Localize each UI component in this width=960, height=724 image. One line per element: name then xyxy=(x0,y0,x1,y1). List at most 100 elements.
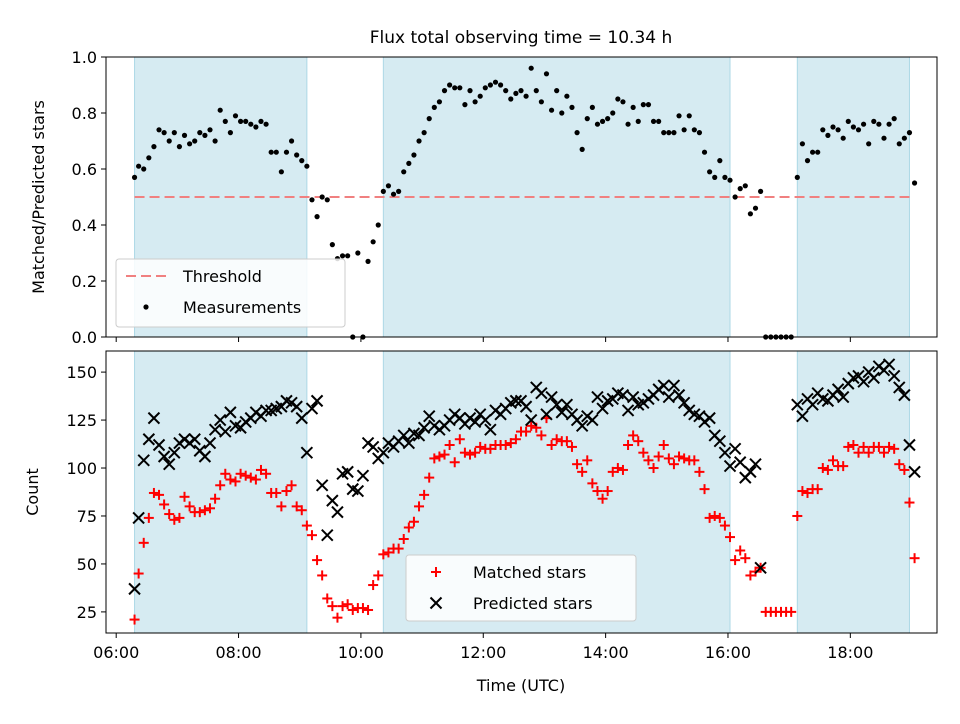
count-x-ticks: 06:00 08:00 10:00 12:00 14:00 16:00 18:00 xyxy=(93,633,873,662)
measurement-point xyxy=(564,93,570,99)
matched-star-point xyxy=(347,604,358,615)
predicted-star-point xyxy=(203,436,217,450)
matched-star-point xyxy=(470,447,481,458)
measurement-point xyxy=(385,183,392,189)
cross-stroke xyxy=(213,413,227,427)
measurement-point xyxy=(840,135,846,141)
matched-star-point xyxy=(240,470,251,481)
matched-star-point xyxy=(878,447,889,458)
measurement-point xyxy=(681,127,687,133)
matched-star-point xyxy=(526,420,537,431)
legend-matched-swatch xyxy=(431,567,441,577)
measurement-point xyxy=(161,130,167,136)
matched-star-point xyxy=(894,459,905,470)
measurement-point xyxy=(696,130,703,136)
matched-star-point xyxy=(617,464,628,475)
matched-star-point xyxy=(643,455,654,466)
predicted-star-point xyxy=(898,388,911,402)
measurement-point xyxy=(574,130,580,136)
measurement-point xyxy=(610,110,616,116)
matched-star-point xyxy=(179,491,190,502)
predicted-star-point xyxy=(326,494,339,507)
matched-star-point xyxy=(786,606,797,617)
measurement-point xyxy=(441,88,448,94)
predicted-star-point xyxy=(550,398,563,411)
measurement-point xyxy=(523,93,529,99)
measurement-point xyxy=(589,104,595,110)
predicted-star-point xyxy=(703,411,716,425)
measurement-point xyxy=(533,88,539,94)
predicted-star-point xyxy=(208,423,222,436)
y-tick-label: 75 xyxy=(77,507,97,526)
predicted-star-point xyxy=(535,386,548,400)
legend-measurement-label: Measurements xyxy=(183,298,301,317)
measurement-point xyxy=(176,144,183,150)
predicted-star-point xyxy=(836,390,850,404)
predicted-star-point xyxy=(540,408,553,421)
cross-stroke xyxy=(519,400,533,413)
matched-star-point xyxy=(439,449,450,460)
matched-star-point xyxy=(225,474,236,485)
predicted-star-point xyxy=(331,505,344,519)
cross-stroke xyxy=(259,404,273,417)
matched-star-point xyxy=(709,510,720,521)
matched-star-point xyxy=(414,501,425,512)
measurement-point xyxy=(401,169,407,175)
matched-star-point xyxy=(393,543,404,554)
predicted-star-point xyxy=(586,413,599,427)
predicted-star-point xyxy=(132,511,145,525)
predicted-star-point xyxy=(831,383,845,396)
predicted-star-point xyxy=(137,454,150,467)
measurement-point xyxy=(207,127,213,133)
predicted-star-point xyxy=(575,419,589,433)
matched-star-point xyxy=(235,468,246,479)
measurement-point xyxy=(181,132,188,138)
measurement-point xyxy=(294,152,300,158)
predicted-star-point xyxy=(468,415,482,429)
cross-stroke xyxy=(677,396,691,410)
cross-stroke xyxy=(744,465,757,479)
measurement-point xyxy=(314,214,320,220)
predicted-star-point xyxy=(168,446,181,459)
cross-stroke xyxy=(290,400,303,413)
measurement-point xyxy=(141,166,147,172)
measurement-point xyxy=(263,121,269,127)
matched-star-point xyxy=(129,614,140,625)
measurement-point xyxy=(243,118,249,124)
cross-stroke xyxy=(377,446,390,459)
measurement-point xyxy=(136,163,142,169)
cross-stroke xyxy=(397,429,410,442)
predicted-star-point xyxy=(749,457,762,471)
count-y-axis-label: Count xyxy=(23,468,42,516)
measurement-point xyxy=(390,191,397,197)
cross-stroke xyxy=(229,419,242,433)
cross-stroke xyxy=(836,390,850,404)
predicted-star-point xyxy=(157,450,171,463)
matched-star-point xyxy=(429,453,440,464)
cross-stroke xyxy=(137,454,150,467)
predicted-star-point xyxy=(621,404,635,417)
cross-stroke xyxy=(703,411,716,425)
matched-star-point xyxy=(863,447,874,458)
predicted-star-point xyxy=(560,398,574,411)
predicted-star-point xyxy=(402,436,416,450)
cross-stroke xyxy=(831,383,845,396)
cross-stroke xyxy=(315,479,329,492)
predicted-star-point xyxy=(366,440,380,454)
measurement-point xyxy=(227,130,233,136)
matched-star-point xyxy=(714,512,725,523)
matched-star-point xyxy=(843,441,854,452)
predicted-star-point xyxy=(857,375,870,388)
ratio-plot-frame xyxy=(105,56,938,338)
predicted-star-point xyxy=(163,457,176,471)
measurement-point xyxy=(815,149,821,155)
matched-star-point xyxy=(357,603,368,614)
cross-stroke xyxy=(540,408,553,421)
matched-star-point xyxy=(817,463,828,474)
matched-star-point xyxy=(566,441,577,452)
cross-stroke xyxy=(479,413,492,427)
matched-star-point xyxy=(291,501,302,512)
predicted-star-point xyxy=(718,446,732,459)
measurement-point xyxy=(594,121,601,127)
measurement-point xyxy=(820,127,826,133)
